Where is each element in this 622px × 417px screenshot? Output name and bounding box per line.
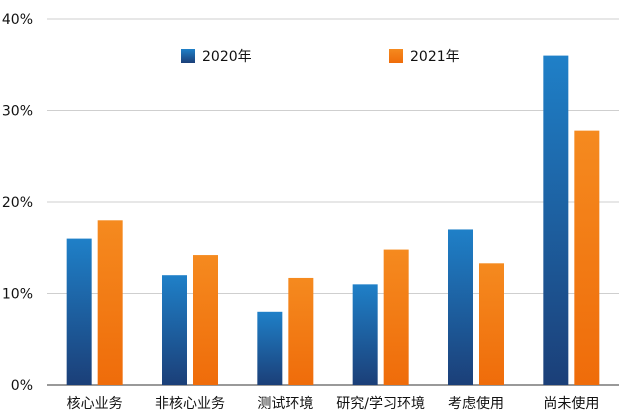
bar-series-0-category-4 — [448, 229, 473, 385]
y-axis-ticks: 0% 10% 20% 30% 40% — [2, 12, 33, 394]
bar-series-0-category-1 — [162, 275, 187, 385]
y-tick-label: 0% — [11, 378, 33, 394]
category-label: 研究/学习环境 — [336, 396, 425, 412]
bar-series-1-category-5 — [574, 130, 600, 385]
category-label: 核心业务 — [67, 396, 123, 412]
bar-series-1-category-4 — [479, 263, 504, 385]
y-tick-label: 40% — [2, 12, 33, 28]
bar-series-1-category-0 — [97, 220, 123, 385]
bar-series-1-category-2 — [288, 277, 314, 385]
bar-series-0-category-3 — [352, 284, 378, 385]
bars — [66, 55, 600, 385]
y-tick-label: 10% — [2, 287, 33, 303]
legend-label-series-1: 2021年 — [410, 49, 460, 65]
y-tick-label: 30% — [2, 104, 33, 120]
legend: 2020年 2021年 — [181, 49, 460, 65]
grid-lines — [47, 18, 619, 386]
bar-series-1-category-3 — [383, 249, 409, 385]
category-label: 尚未使用 — [543, 395, 599, 412]
category-label: 非核心业务 — [155, 396, 225, 412]
legend-label-series-0: 2020年 — [202, 49, 252, 65]
category-label: 测试环境 — [257, 396, 313, 412]
bar-series-1-category-1 — [193, 255, 218, 385]
bar-series-0-category-0 — [66, 238, 92, 385]
bar-series-0-category-5 — [543, 55, 569, 385]
bar-series-0-category-2 — [257, 311, 283, 385]
legend-swatch-series-1 — [389, 49, 403, 63]
legend-swatch-series-0 — [181, 49, 195, 63]
category-label: 考虑使用 — [448, 395, 504, 412]
x-axis-labels: 核心业务 非核心业务 测试环境 研究/学习环境 考虑使用 尚未使用 — [67, 395, 600, 412]
y-tick-label: 20% — [2, 195, 33, 211]
